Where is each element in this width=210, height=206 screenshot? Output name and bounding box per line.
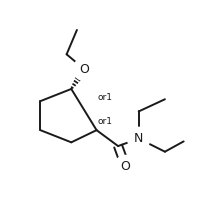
Text: O: O — [121, 160, 131, 173]
Text: N: N — [134, 132, 143, 145]
Text: or1: or1 — [98, 93, 113, 102]
Text: or1: or1 — [98, 117, 113, 126]
Circle shape — [73, 58, 96, 81]
Circle shape — [127, 127, 150, 150]
Text: O: O — [79, 63, 89, 76]
Circle shape — [114, 156, 137, 178]
